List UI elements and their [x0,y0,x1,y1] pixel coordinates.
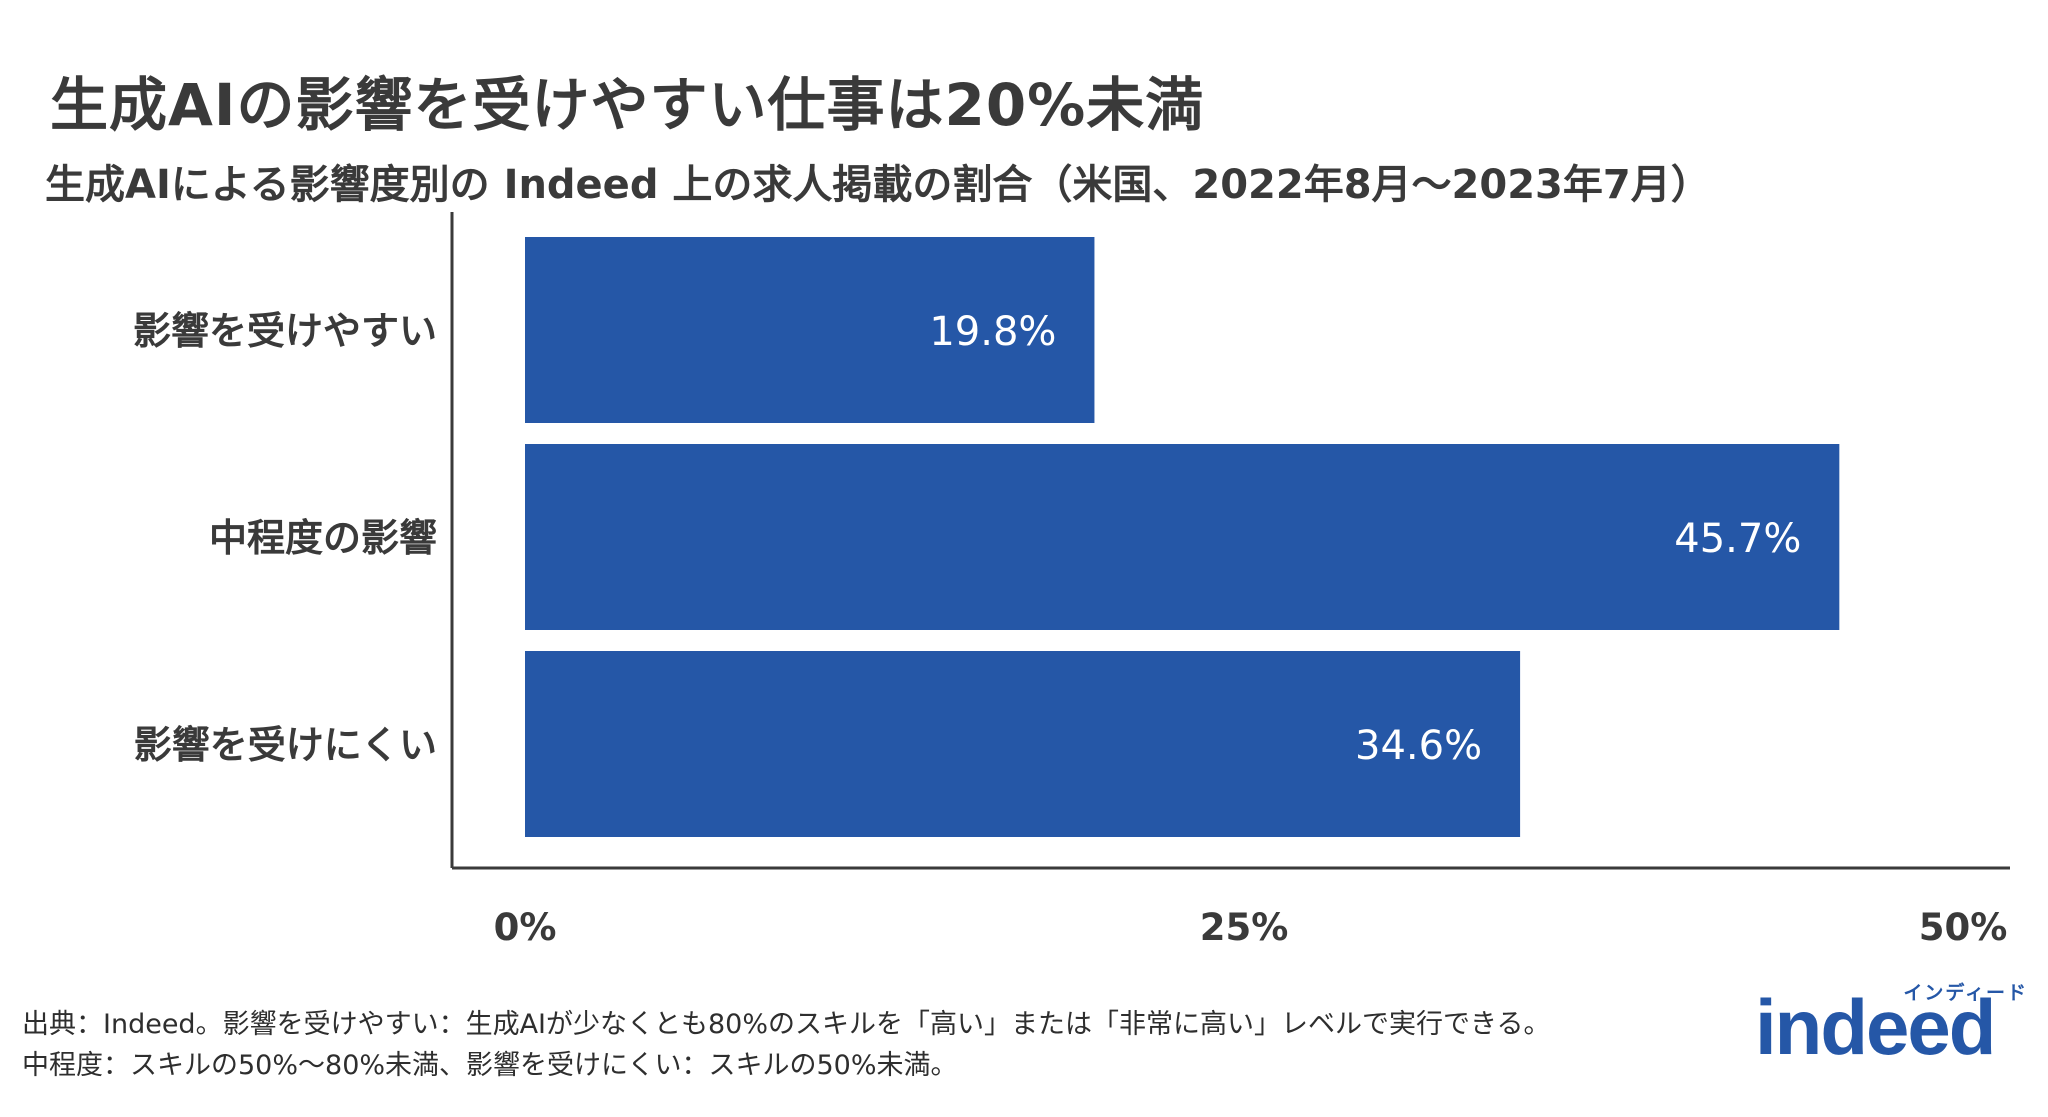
source-footnote: 出典：Indeed。影響を受けやすい：生成AIが少なくとも80%のスキルを「高い… [22,1009,1551,1040]
category-label: 影響を受けにくい [134,723,437,767]
chart-subtitle: 生成AIによる影響度別の Indeed 上の求人掲載の割合（米国、2022年8月… [45,162,1711,208]
x-tick-label: 50% [1919,906,2008,949]
bar-value-label: 19.8% [929,309,1056,355]
category-label: 中程度の影響 [209,516,437,560]
indeed-logo: インディード indeed [1755,978,2030,1071]
bar-1 [525,237,1095,423]
category-label: 影響を受けやすい [133,309,437,353]
bar-value-label: 45.7% [1674,516,1801,562]
x-tick-label: 25% [1200,906,1289,949]
definition-footnote: 中程度：スキルの50%～80%未満、影響を受けにくい：スキルの50%未満。 [22,1050,958,1081]
x-tick-label: 0% [494,906,557,949]
bar-3 [525,651,1521,837]
logo-kana: インディード [1903,982,2028,1004]
bar-2 [525,444,1840,630]
bar-value-label: 34.6% [1355,723,1482,769]
chart-title: 生成AIの影響を受けやすい仕事は20%未満 [50,71,1205,139]
logo-wordmark: indeed [1755,983,1996,1071]
